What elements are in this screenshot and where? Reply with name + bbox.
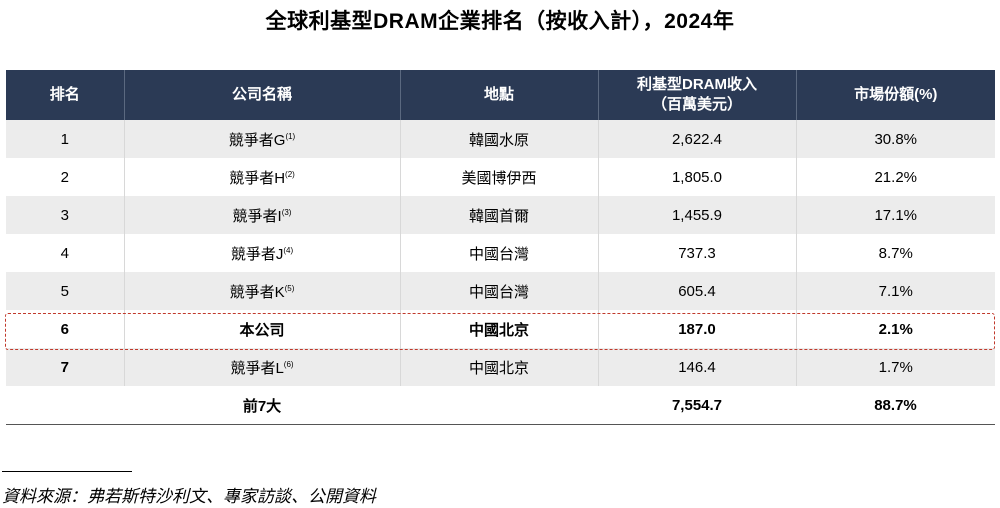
share-cell: 2.1%: [795, 310, 995, 348]
location-cell-empty: [400, 386, 598, 425]
rank-cell: 5: [6, 272, 124, 310]
table-row: 7 競爭者L(6) 中國北京 146.4 1.7%: [6, 348, 995, 386]
rank-cell-empty: [6, 386, 124, 425]
share-cell: 1.7%: [795, 348, 995, 386]
revenue-cell: 187.0: [597, 310, 796, 348]
total-share: 88.7%: [796, 386, 995, 425]
header-revenue-line2: （百萬美元）: [651, 96, 742, 113]
location-cell: 中國台灣: [399, 272, 598, 310]
table-total-row: 前7大 7,554.7 88.7%: [6, 386, 995, 425]
company-cell: 競爭者G(1): [123, 120, 400, 158]
footnote-marker: (6): [283, 359, 294, 369]
header-revenue-line1: 利基型DRAM收入: [637, 76, 757, 93]
location-cell: 美國博伊西: [399, 158, 598, 196]
footnote-marker: (3): [281, 207, 292, 217]
revenue-cell: 146.4: [597, 348, 796, 386]
company-cell: 競爭者I(3): [123, 196, 400, 234]
company-name: 競爭者I: [232, 207, 282, 225]
share-cell: 17.1%: [795, 196, 995, 234]
rank-cell: 6: [6, 310, 124, 348]
rank-cell: 7: [6, 348, 124, 386]
header-rank: 排名: [6, 70, 124, 120]
location-cell: 中國北京: [399, 310, 598, 348]
table-row: 4 競爭者J(4) 中國台灣 737.3 8.7%: [6, 234, 995, 272]
footnote-marker: (2): [285, 169, 295, 179]
footnote-marker: (4): [283, 245, 294, 255]
share-cell: 8.7%: [795, 234, 995, 272]
footnote-divider: [2, 471, 132, 472]
footnote-marker: (5): [284, 283, 295, 293]
share-cell: 7.1%: [795, 272, 995, 310]
company-name: 競爭者J: [230, 245, 284, 263]
rank-cell: 4: [6, 234, 124, 272]
ranking-table: 排名 公司名稱 地點 利基型DRAM收入 （百萬美元） 市場份額(%) 1 競爭…: [6, 70, 995, 425]
total-label: 前7大: [124, 386, 400, 425]
header-location: 地點: [399, 70, 598, 120]
rank-cell: 2: [6, 158, 124, 196]
company-cell: 競爭者H(2): [123, 158, 400, 196]
header-company: 公司名稱: [123, 70, 400, 120]
company-cell: 本公司: [123, 310, 400, 348]
share-cell: 30.8%: [795, 120, 995, 158]
location-cell: 韓國水原: [399, 120, 598, 158]
page-title: 全球利基型DRAM企業排名（按收入計），2024年: [265, 10, 735, 33]
revenue-cell: 1,455.9: [597, 196, 796, 234]
company-name: 競爭者G: [228, 131, 286, 149]
revenue-cell: 605.4: [597, 272, 796, 310]
table-row-highlight: 6 本公司 中國北京 187.0 2.1%: [6, 310, 995, 348]
company-cell: 競爭者J(4): [123, 234, 400, 272]
header-revenue: 利基型DRAM收入 （百萬美元）: [597, 70, 796, 120]
share-cell: 21.2%: [795, 158, 995, 196]
table-row: 3 競爭者I(3) 韓國首爾 1,455.9 17.1%: [6, 196, 995, 234]
table-row: 5 競爭者K(5) 中國台灣 605.4 7.1%: [6, 272, 995, 310]
company-name: 競爭者H: [229, 169, 286, 187]
location-cell: 中國台灣: [399, 234, 598, 272]
company-cell: 競爭者L(6): [123, 348, 400, 386]
revenue-cell: 2,622.4: [597, 120, 796, 158]
table-row: 1 競爭者G(1) 韓國水原 2,622.4 30.8%: [6, 120, 995, 158]
table-header-row: 排名 公司名稱 地點 利基型DRAM收入 （百萬美元） 市場份額(%): [6, 70, 995, 120]
source-note: 資料來源：弗若斯特沙利文、專家訪談、公開資料: [2, 487, 376, 507]
revenue-cell: 1,805.0: [597, 158, 796, 196]
rank-cell: 1: [6, 120, 124, 158]
company-name: 競爭者L: [230, 359, 284, 377]
rank-cell: 3: [6, 196, 124, 234]
revenue-cell: 737.3: [597, 234, 796, 272]
company-cell: 競爭者K(5): [123, 272, 400, 310]
total-revenue: 7,554.7: [598, 386, 796, 425]
company-name: 競爭者K: [229, 283, 285, 301]
header-share: 市場份額(%): [795, 70, 995, 120]
location-cell: 中國北京: [399, 348, 598, 386]
table-row: 2 競爭者H(2) 美國博伊西 1,805.0 21.2%: [6, 158, 995, 196]
footnote-marker: (1): [285, 131, 296, 141]
location-cell: 韓國首爾: [399, 196, 598, 234]
